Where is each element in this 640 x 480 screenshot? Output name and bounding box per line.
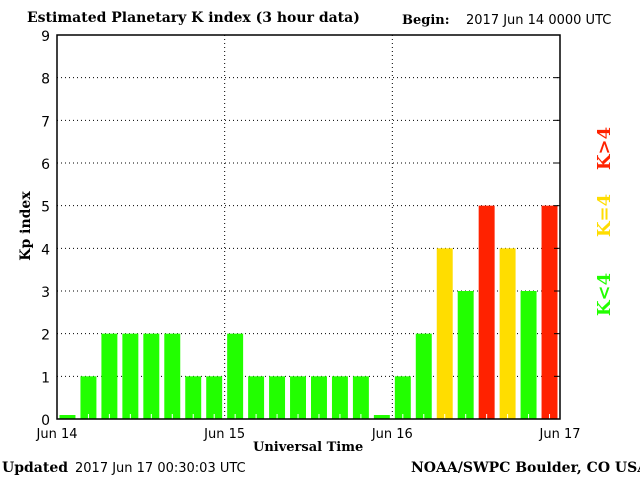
x-tick-label: Jun 17	[539, 427, 581, 442]
y-tick-label: 3	[41, 285, 50, 301]
x-axis-label: Universal Time	[253, 440, 364, 455]
bar	[248, 376, 265, 419]
updated-value: 2017 Jun 17 00:30:03 UTC	[75, 461, 246, 476]
bar	[352, 376, 369, 419]
bar	[122, 333, 139, 419]
legend-mid: K=4	[594, 193, 616, 238]
bar	[415, 333, 432, 419]
bar	[143, 333, 160, 419]
bar	[164, 333, 181, 419]
bar	[80, 376, 97, 419]
begin-label: Begin:	[402, 13, 450, 28]
y-tick-label: 0	[41, 413, 50, 429]
bar	[101, 333, 118, 419]
bar	[206, 376, 223, 419]
credit: NOAA/SWPC Boulder, CO USA	[411, 460, 640, 476]
bar	[290, 376, 306, 419]
y-tick-label: 5	[41, 200, 50, 216]
bar	[520, 291, 537, 419]
y-tick-label: 1	[41, 370, 50, 386]
bar	[269, 376, 286, 419]
y-tick-label: 8	[41, 72, 50, 88]
y-tick-label: 2	[41, 328, 50, 344]
bar	[311, 376, 327, 419]
x-tick-label: Jun 15	[203, 427, 245, 442]
bar	[394, 376, 411, 419]
y-tick-label: 4	[41, 242, 50, 258]
bar	[436, 248, 453, 419]
bar	[227, 333, 244, 419]
bar	[59, 415, 76, 419]
x-tick-label: Jun 16	[371, 427, 413, 442]
bar	[478, 205, 495, 419]
legend-low: K<4	[594, 272, 616, 317]
bar	[457, 291, 474, 419]
y-tick-label: 9	[41, 29, 50, 45]
bar	[373, 415, 390, 419]
y-axis-label: Kp index	[18, 191, 34, 261]
chart-title: Estimated Planetary K index (3 hour data…	[27, 10, 360, 26]
y-tick-label: 6	[41, 157, 50, 173]
updated-label: Updated	[2, 460, 69, 476]
bar	[541, 205, 558, 419]
bar	[499, 248, 516, 419]
y-tick-label: 7	[41, 114, 50, 130]
x-tick-label: Jun 14	[36, 427, 78, 442]
bar	[331, 376, 348, 419]
begin-value: 2017 Jun 14 0000 UTC	[466, 13, 612, 28]
bar	[185, 376, 202, 419]
legend-high: K>4	[594, 126, 616, 171]
plot-frame	[56, 34, 561, 420]
